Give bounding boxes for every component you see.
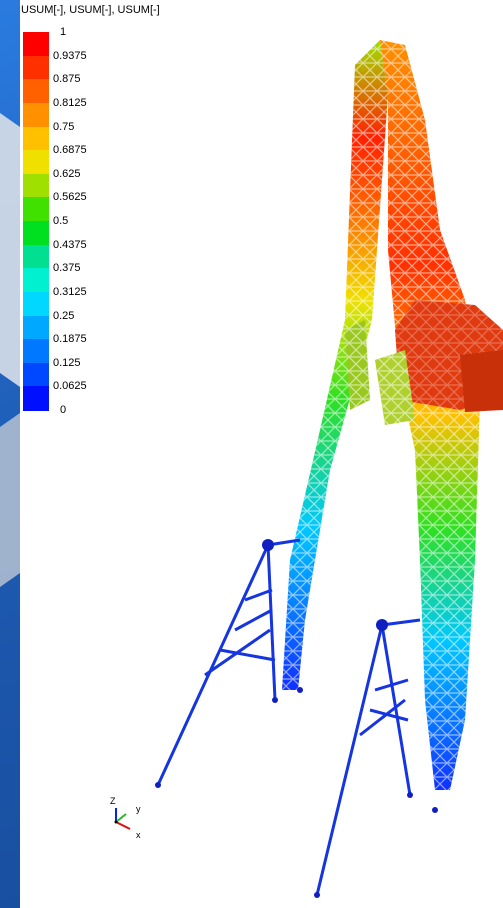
legend-level-label: 0.5 — [53, 215, 69, 227]
triad-z-label: Z — [110, 796, 116, 806]
legend-level-label: 0.3125 — [53, 285, 87, 298]
legend-level-label: 0.875 — [53, 73, 81, 86]
legend-level-label: 0.375 — [53, 262, 81, 275]
legend-band — [23, 268, 49, 293]
legend-level-label: 0.8125 — [53, 96, 87, 109]
right-mast — [380, 40, 480, 790]
color-legend — [23, 32, 49, 411]
axis-triad — [114, 808, 131, 830]
legend-band — [23, 221, 49, 246]
legend-level-label: 0.75 — [53, 120, 75, 133]
legend-level-label: 0.25 — [53, 309, 75, 322]
side-panels — [345, 320, 415, 425]
legend-level-label: 0.6875 — [53, 144, 87, 157]
legend-level-label: 1 — [60, 26, 67, 38]
machinery-house — [395, 300, 503, 412]
legend-band — [23, 173, 49, 198]
legend-level-label: 0.125 — [53, 356, 81, 369]
triad-x-label: x — [136, 830, 141, 840]
legend-band — [23, 150, 49, 175]
legend-band — [23, 291, 49, 316]
triad-y-label: y — [136, 804, 141, 814]
leg-joints — [155, 539, 438, 898]
legend-band — [23, 386, 49, 411]
legend-band — [23, 79, 49, 104]
legend-level-label: 0.9375 — [53, 49, 87, 62]
legend-title: USUM[-], USUM[-], USUM[-] — [21, 4, 160, 16]
legend-band — [23, 32, 49, 57]
front-leg-right — [315, 618, 421, 896]
legend-band — [23, 126, 49, 151]
legend-band — [23, 315, 49, 340]
left-mast — [282, 40, 388, 690]
legend-level-label: 0.0625 — [53, 380, 87, 393]
results-viewport[interactable]: USUM[-], USUM[-], USUM[-] 1 0.9375 0.875 0.… — [20, 0, 503, 908]
legend-band — [23, 197, 49, 222]
legend-level-label: 0.4375 — [53, 238, 87, 251]
legend-band — [23, 244, 49, 269]
tower-model[interactable] — [20, 0, 503, 908]
legend-band — [23, 362, 49, 387]
legend-band — [23, 102, 49, 127]
legend-level-label: 0.5625 — [53, 191, 87, 204]
legend-level-label: 0.625 — [53, 167, 81, 180]
legend-level-label: 0 — [60, 404, 67, 416]
legend-band — [23, 55, 49, 80]
legend-level-label: 0.1875 — [53, 333, 87, 346]
front-leg-left — [156, 538, 301, 786]
legend-band — [23, 339, 49, 364]
